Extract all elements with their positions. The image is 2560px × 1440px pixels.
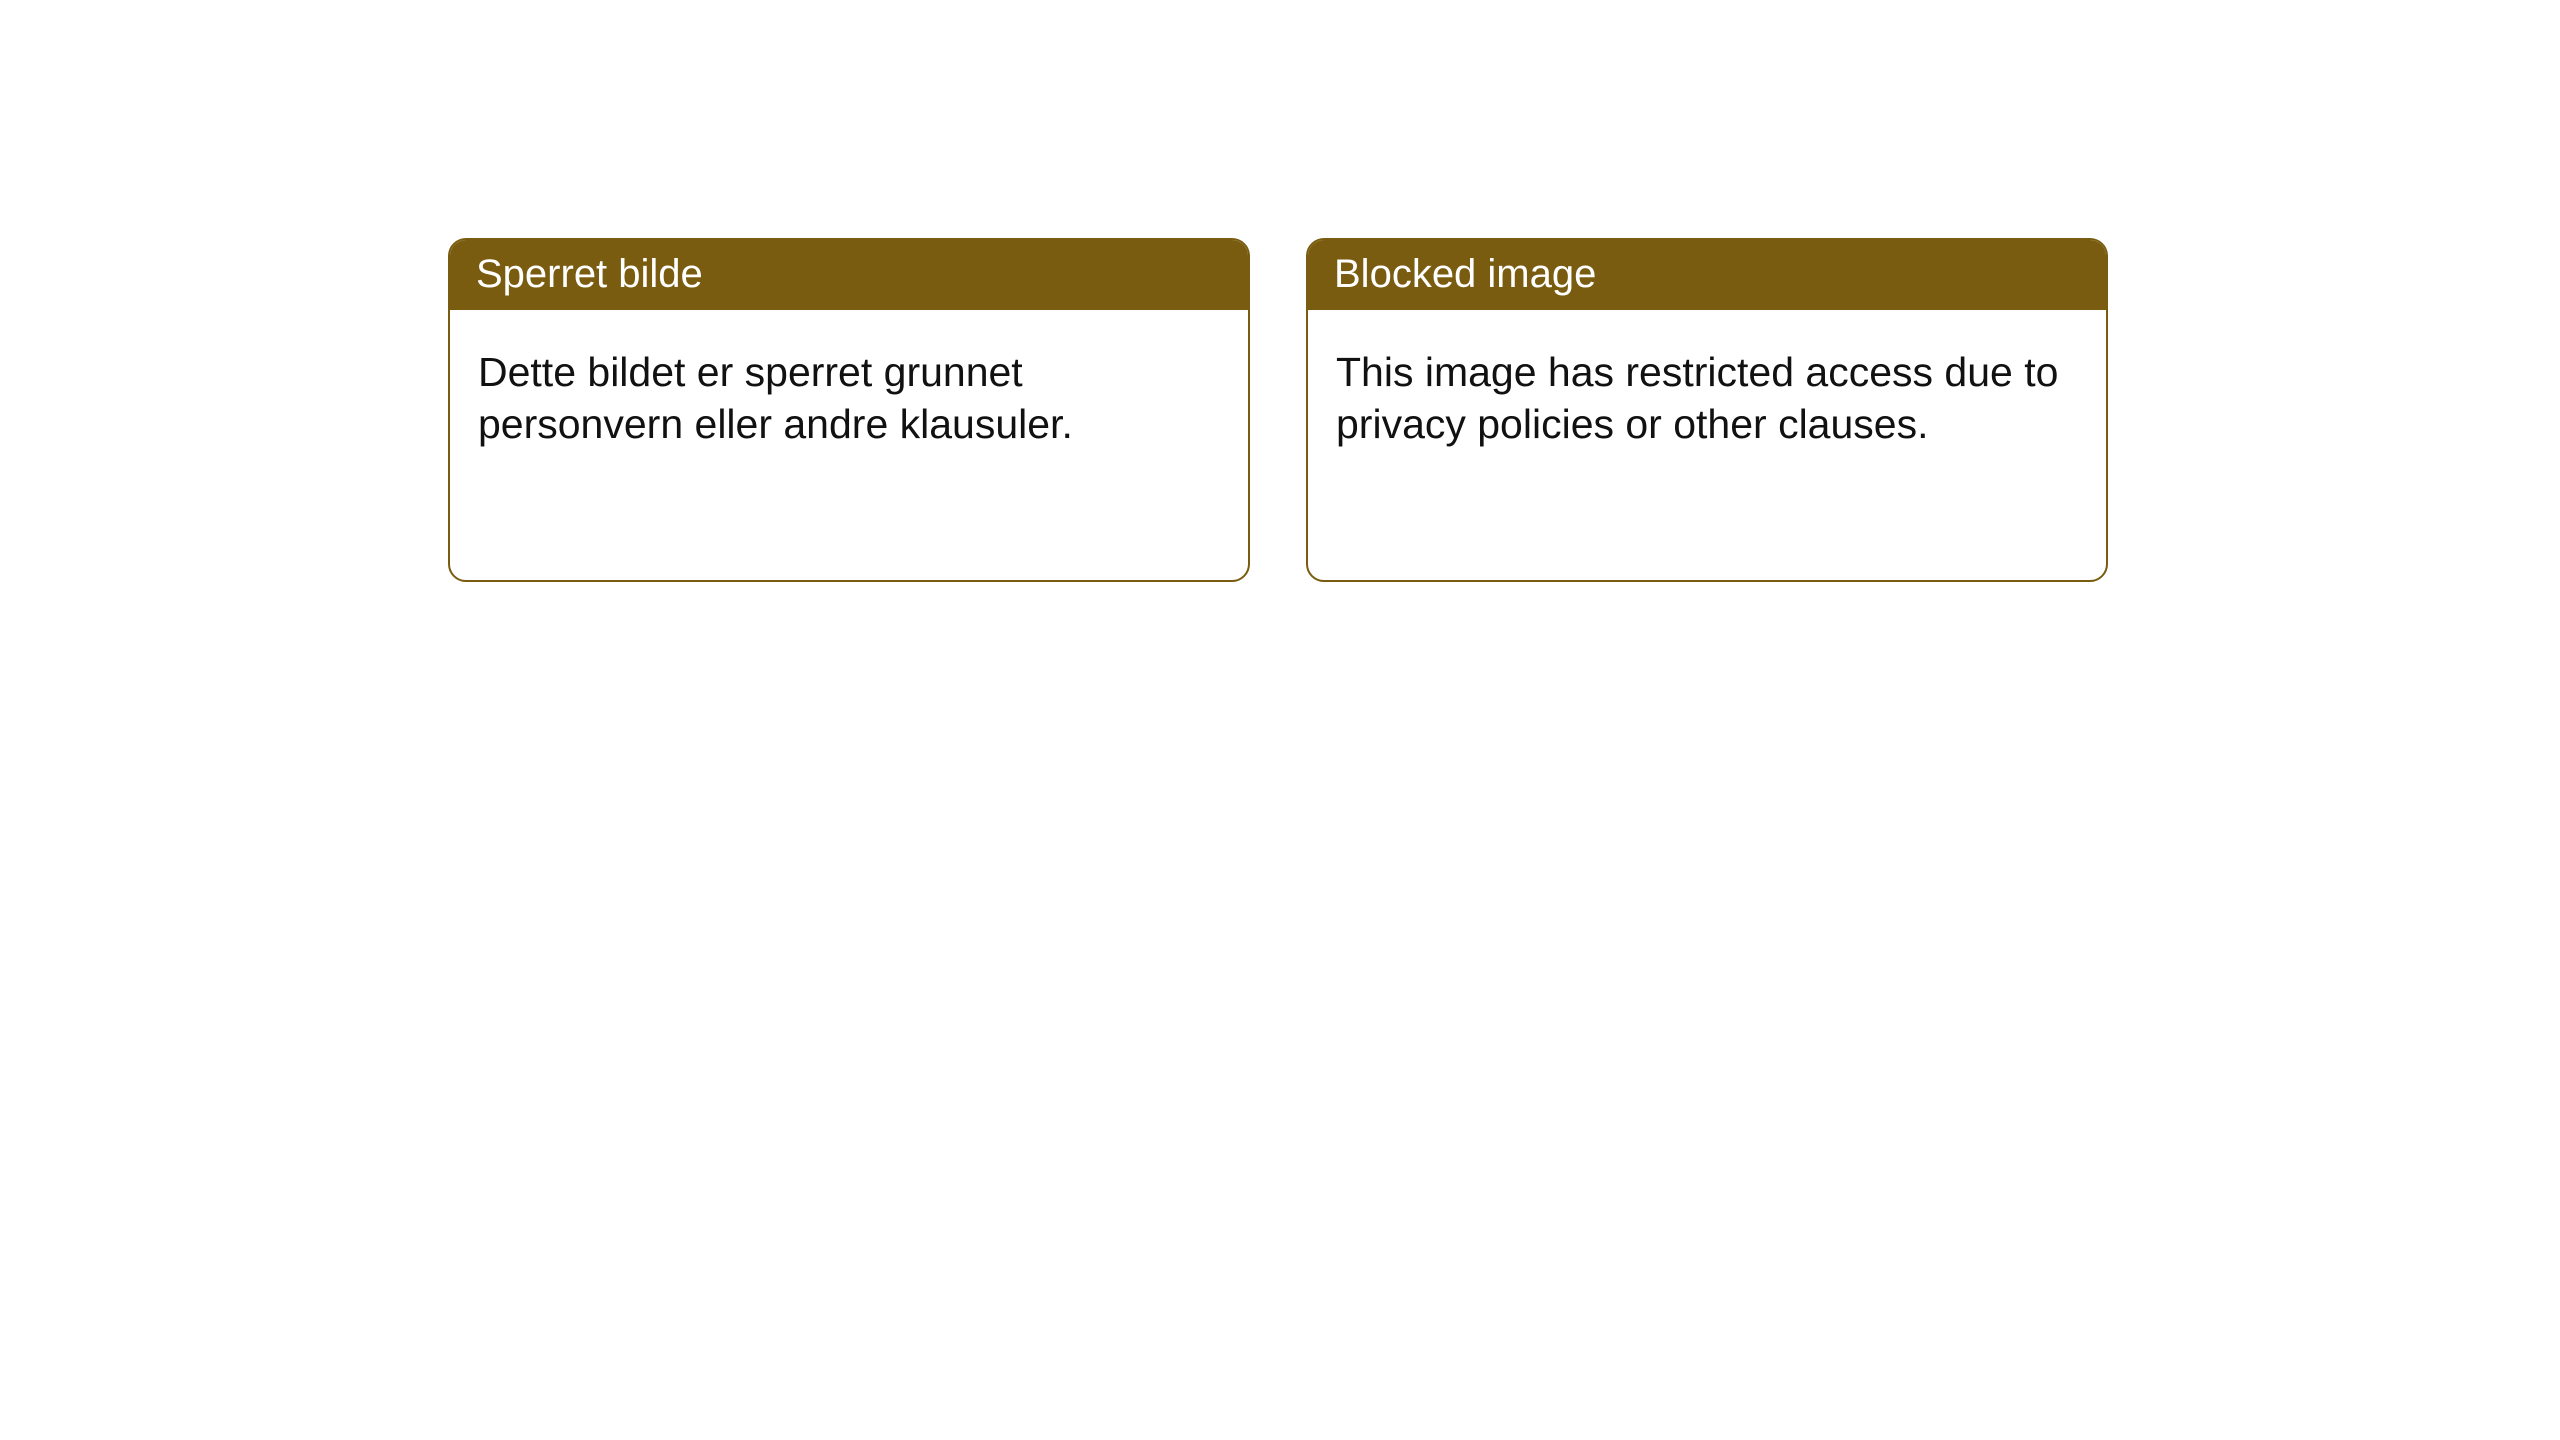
- notice-card-title: Sperret bilde: [450, 240, 1248, 310]
- notice-card-body: This image has restricted access due to …: [1308, 310, 2106, 580]
- notice-card-body: Dette bildet er sperret grunnet personve…: [450, 310, 1248, 580]
- notice-card-message: Dette bildet er sperret grunnet personve…: [478, 346, 1220, 451]
- notice-card-message: This image has restricted access due to …: [1336, 346, 2078, 451]
- notice-card-english: Blocked image This image has restricted …: [1306, 238, 2108, 582]
- notice-card-norwegian: Sperret bilde Dette bildet er sperret gr…: [448, 238, 1250, 582]
- notice-cards-row: Sperret bilde Dette bildet er sperret gr…: [0, 0, 2560, 582]
- notice-card-title: Blocked image: [1308, 240, 2106, 310]
